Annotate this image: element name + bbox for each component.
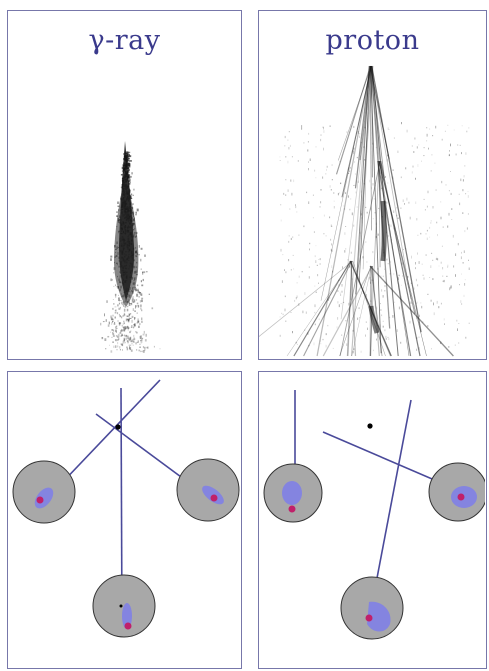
proton-telescope-diagram — [263, 390, 485, 640]
proton-title: proton — [325, 25, 420, 56]
telescope-mirror-icon — [428, 462, 485, 522]
proton-shower-panel: proton — [258, 10, 487, 360]
gamma-shower-icon — [100, 141, 161, 353]
gamma-telescope-diagram — [12, 379, 240, 638]
telescope-mirror-icon — [12, 460, 76, 524]
gamma-title: γ-ray — [88, 25, 161, 56]
gamma-image-panel — [7, 371, 242, 669]
telescope-mirror-icon — [92, 574, 156, 638]
telescope-mirror-icon — [263, 463, 323, 523]
source-point — [367, 423, 373, 429]
telescope-mirror-icon — [340, 576, 404, 640]
proton-image-panel — [258, 371, 487, 669]
telescope-mirror-icon — [176, 458, 240, 522]
source-point — [115, 424, 121, 430]
gamma-shower-panel: γ-ray — [7, 10, 242, 360]
proton-shower-icon — [259, 65, 470, 357]
